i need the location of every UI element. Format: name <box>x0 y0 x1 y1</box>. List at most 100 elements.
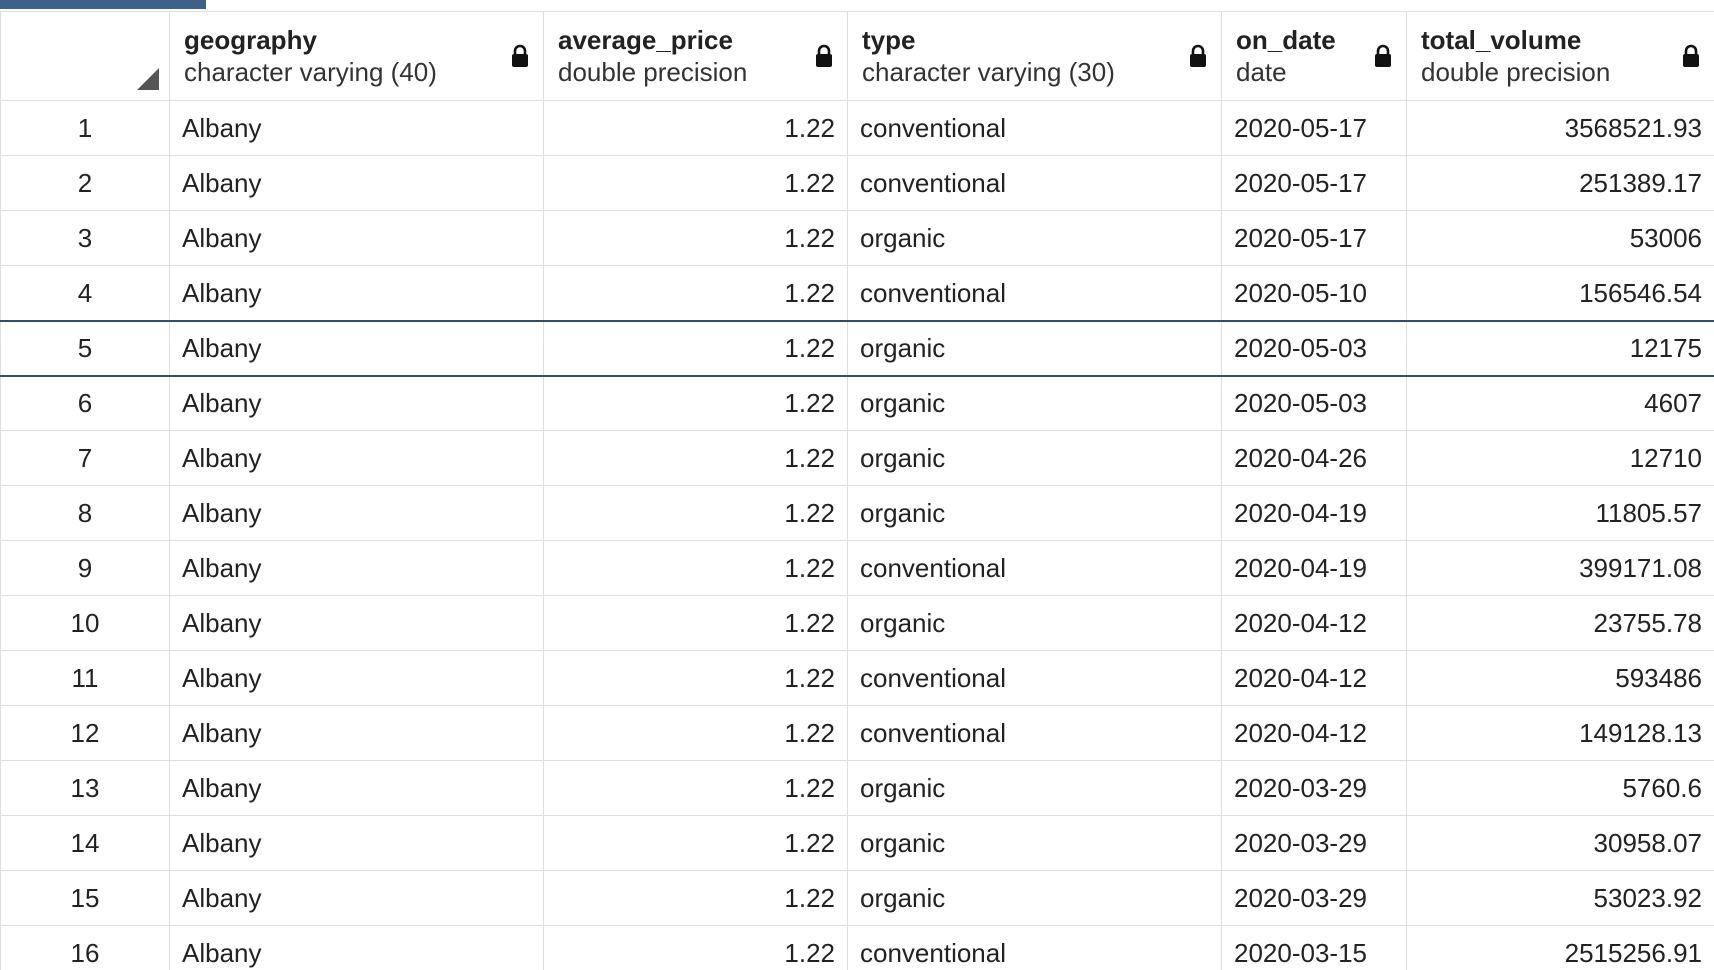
row-number[interactable]: 3 <box>0 210 170 266</box>
cell-average-price[interactable]: 1.22 <box>543 540 848 596</box>
row-number[interactable]: 1 <box>0 100 170 156</box>
cell-type[interactable]: conventional <box>847 265 1222 321</box>
row-number[interactable]: 10 <box>0 595 170 651</box>
row-number[interactable]: 8 <box>0 485 170 541</box>
cell-type[interactable]: organic <box>847 870 1222 926</box>
cell-geography[interactable]: Albany <box>169 155 544 211</box>
cell-on-date[interactable]: 2020-04-12 <box>1221 650 1407 706</box>
cell-geography[interactable]: Albany <box>169 210 544 266</box>
cell-on-date[interactable]: 2020-04-19 <box>1221 540 1407 596</box>
cell-on-date[interactable]: 2020-04-19 <box>1221 485 1407 541</box>
table-row[interactable]: 11 Albany 1.22 conventional 2020-04-12 593486 <box>0 650 1714 706</box>
cell-on-date[interactable]: 2020-05-17 <box>1221 100 1407 156</box>
cell-total-volume[interactable]: 251389.17 <box>1406 155 1714 211</box>
row-number[interactable]: 13 <box>0 760 170 816</box>
cell-average-price[interactable]: 1.22 <box>543 265 848 321</box>
cell-average-price[interactable]: 1.22 <box>543 100 848 156</box>
cell-total-volume[interactable]: 3568521.93 <box>1406 100 1714 156</box>
cell-average-price[interactable]: 1.22 <box>543 375 848 431</box>
cell-geography[interactable]: Albany <box>169 485 544 541</box>
cell-average-price[interactable]: 1.22 <box>543 595 848 651</box>
table-row[interactable]: 15 Albany 1.22 organic 2020-03-29 53023.92 <box>0 870 1714 926</box>
column-header-on-date[interactable]: on_date date <box>1221 11 1407 101</box>
cell-geography[interactable]: Albany <box>169 760 544 816</box>
cell-total-volume[interactable]: 593486 <box>1406 650 1714 706</box>
table-row[interactable]: 2 Albany 1.22 conventional 2020-05-17 251389.… <box>0 155 1714 211</box>
column-header-total-volume[interactable]: total_volume double precision <box>1406 11 1714 101</box>
cell-type[interactable]: organic <box>847 210 1222 266</box>
cell-geography[interactable]: Albany <box>169 540 544 596</box>
cell-on-date[interactable]: 2020-03-29 <box>1221 815 1407 871</box>
cell-type[interactable]: organic <box>847 430 1222 486</box>
table-row[interactable]: 4 Albany 1.22 conventional 2020-05-10 156546.… <box>0 265 1714 321</box>
cell-geography[interactable]: Albany <box>169 650 544 706</box>
cell-average-price[interactable]: 1.22 <box>543 705 848 761</box>
column-header-geography[interactable]: geography character varying (40) <box>169 11 544 101</box>
table-row[interactable]: 7 Albany 1.22 organic 2020-04-26 12710 <box>0 430 1714 486</box>
table-row[interactable]: 6 Albany 1.22 organic 2020-05-03 4607 <box>0 375 1714 431</box>
table-row[interactable]: 12 Albany 1.22 conventional 2020-04-12 149128… <box>0 705 1714 761</box>
row-number[interactable]: 6 <box>0 375 170 431</box>
cell-type[interactable]: conventional <box>847 705 1222 761</box>
cell-geography[interactable]: Albany <box>169 265 544 321</box>
cell-total-volume[interactable]: 4607 <box>1406 375 1714 431</box>
table-row[interactable]: 1 Albany 1.22 conventional 2020-05-17 3568521… <box>0 100 1714 156</box>
cell-total-volume[interactable]: 12175 <box>1406 319 1714 377</box>
cell-geography[interactable]: Albany <box>169 430 544 486</box>
cell-on-date[interactable]: 2020-05-03 <box>1221 375 1407 431</box>
cell-average-price[interactable]: 1.22 <box>543 650 848 706</box>
cell-total-volume[interactable]: 2515256.91 <box>1406 925 1714 970</box>
row-number[interactable]: 5 <box>0 319 170 377</box>
cell-type[interactable]: conventional <box>847 100 1222 156</box>
cell-total-volume[interactable]: 149128.13 <box>1406 705 1714 761</box>
row-number[interactable]: 4 <box>0 265 170 321</box>
cell-on-date[interactable]: 2020-03-29 <box>1221 760 1407 816</box>
table-row[interactable]: 3 Albany 1.22 organic 2020-05-17 53006 <box>0 210 1714 266</box>
cell-average-price[interactable]: 1.22 <box>543 485 848 541</box>
cell-average-price[interactable]: 1.22 <box>543 925 848 970</box>
cell-geography[interactable]: Albany <box>169 925 544 970</box>
cell-average-price[interactable]: 1.22 <box>543 210 848 266</box>
cell-geography[interactable]: Albany <box>169 815 544 871</box>
cell-total-volume[interactable]: 30958.07 <box>1406 815 1714 871</box>
cell-average-price[interactable]: 1.22 <box>543 430 848 486</box>
cell-total-volume[interactable]: 12710 <box>1406 430 1714 486</box>
table-row[interactable]: 8 Albany 1.22 organic 2020-04-19 11805.57 <box>0 485 1714 541</box>
cell-type[interactable]: organic <box>847 485 1222 541</box>
cell-on-date[interactable]: 2020-03-15 <box>1221 925 1407 970</box>
cell-total-volume[interactable]: 11805.57 <box>1406 485 1714 541</box>
row-number[interactable]: 7 <box>0 430 170 486</box>
cell-total-volume[interactable]: 53023.92 <box>1406 870 1714 926</box>
table-row[interactable]: 16 Albany 1.22 conventional 2020-03-15 251525… <box>0 925 1714 970</box>
cell-type[interactable]: organic <box>847 760 1222 816</box>
select-all-corner[interactable] <box>0 11 170 101</box>
cell-total-volume[interactable]: 5760.6 <box>1406 760 1714 816</box>
row-number[interactable]: 11 <box>0 650 170 706</box>
row-number[interactable]: 16 <box>0 925 170 970</box>
cell-average-price[interactable]: 1.22 <box>543 760 848 816</box>
cell-on-date[interactable]: 2020-04-12 <box>1221 595 1407 651</box>
cell-on-date[interactable]: 2020-04-26 <box>1221 430 1407 486</box>
cell-type[interactable]: organic <box>847 319 1222 377</box>
cell-geography[interactable]: Albany <box>169 319 544 377</box>
cell-geography[interactable]: Albany <box>169 870 544 926</box>
cell-total-volume[interactable]: 23755.78 <box>1406 595 1714 651</box>
cell-on-date[interactable]: 2020-03-29 <box>1221 870 1407 926</box>
cell-total-volume[interactable]: 53006 <box>1406 210 1714 266</box>
cell-type[interactable]: conventional <box>847 925 1222 970</box>
row-number[interactable]: 14 <box>0 815 170 871</box>
cell-type[interactable]: organic <box>847 815 1222 871</box>
column-header-average-price[interactable]: average_price double precision <box>543 11 848 101</box>
table-row[interactable]: 5 Albany 1.22 organic 2020-05-03 12175 <box>0 319 1714 377</box>
column-header-type[interactable]: type character varying (30) <box>847 11 1222 101</box>
cell-on-date[interactable]: 2020-05-03 <box>1221 319 1407 377</box>
cell-on-date[interactable]: 2020-05-17 <box>1221 210 1407 266</box>
cell-geography[interactable]: Albany <box>169 705 544 761</box>
table-row[interactable]: 14 Albany 1.22 organic 2020-03-29 30958.07 <box>0 815 1714 871</box>
cell-type[interactable]: conventional <box>847 540 1222 596</box>
cell-type[interactable]: organic <box>847 595 1222 651</box>
cell-geography[interactable]: Albany <box>169 375 544 431</box>
cell-on-date[interactable]: 2020-04-12 <box>1221 705 1407 761</box>
cell-type[interactable]: organic <box>847 375 1222 431</box>
row-number[interactable]: 15 <box>0 870 170 926</box>
